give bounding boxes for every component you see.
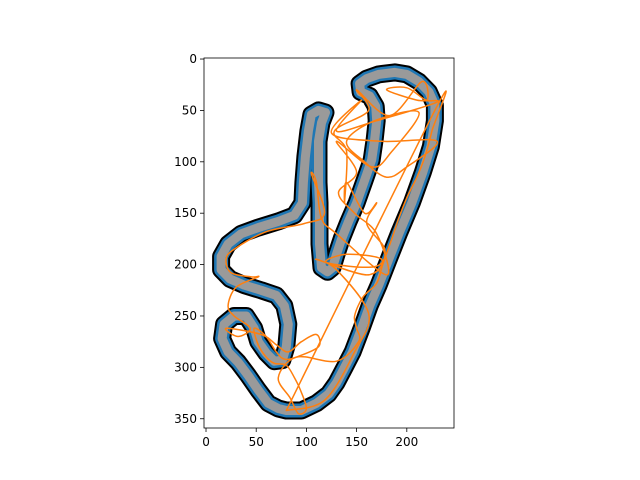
axes-frame xyxy=(203,57,455,429)
axes-layer: 0 50 100 150 200 0 50 100 150 200 250 300 350 xyxy=(174,52,418,449)
x-tick-label: 100 xyxy=(295,435,318,449)
y-tick-label: 0 xyxy=(189,52,197,66)
x-tick-label: 200 xyxy=(395,435,418,449)
y-tick-label: 300 xyxy=(174,360,197,374)
y-tick-label: 200 xyxy=(174,258,197,272)
y-tick-label: 350 xyxy=(174,412,197,426)
y-tick-label: 50 xyxy=(182,103,197,117)
x-tick-label: 0 xyxy=(202,435,210,449)
plot-data-layer xyxy=(212,63,447,420)
trajectory-line xyxy=(224,80,447,415)
y-tick-label: 150 xyxy=(174,206,197,220)
x-tick-label: 50 xyxy=(249,435,264,449)
x-tick-label: 150 xyxy=(345,435,368,449)
y-tick-label: 250 xyxy=(174,309,197,323)
y-tick-label: 100 xyxy=(174,155,197,169)
